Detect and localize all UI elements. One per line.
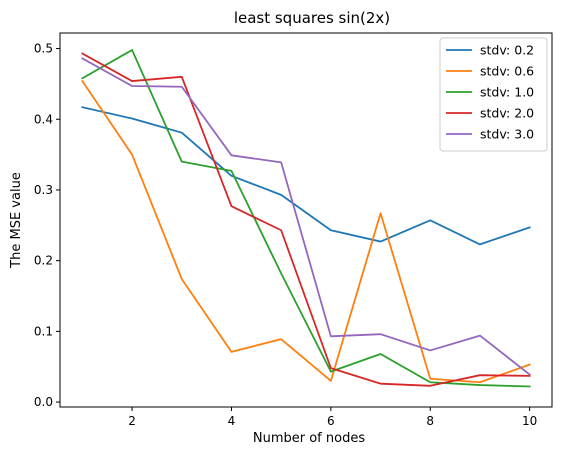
plot-area: 2 4 6 8 10 0.0 0.1 0.2 0.3 0.4 0.5	[34, 32, 553, 428]
series-line-1	[81, 106, 531, 246]
legend-label-2: stdv: 0.6	[480, 64, 534, 79]
y-tick-label: 0.3	[34, 183, 53, 197]
y-tick-label: 0.1	[34, 324, 53, 338]
legend-label-5: stdv: 3.0	[480, 127, 534, 142]
series-line-4	[81, 52, 531, 387]
x-tick-label: 10	[522, 414, 537, 428]
x-tick-label: 8	[426, 414, 434, 428]
x-tick-label: 2	[128, 414, 136, 428]
legend-label-3: stdv: 1.0	[480, 85, 534, 100]
x-axis-label: Number of nodes	[253, 431, 365, 446]
axes-frame	[59, 32, 553, 408]
series-line-5	[81, 57, 531, 376]
y-tick-label: 0.0	[34, 395, 53, 409]
y-tick-label: 0.2	[34, 254, 53, 268]
y-tick-label: 0.5	[34, 42, 53, 56]
legend-label-1: stdv: 0.2	[480, 43, 534, 58]
legend-frame	[439, 37, 548, 152]
legend-label-4: stdv: 2.0	[480, 106, 534, 121]
y-axis-label: The MSE value	[9, 172, 24, 269]
chart-title: least squares sin(2x)	[234, 9, 390, 27]
y-tick-label: 0.4	[34, 112, 53, 126]
series-line-3	[81, 49, 531, 388]
x-tick-label: 6	[327, 414, 335, 428]
x-tick-label: 4	[228, 414, 236, 428]
legend: stdv: 0.2 stdv: 0.6 stdv: 1.0 stdv: 2.0 stdv…	[439, 37, 548, 152]
